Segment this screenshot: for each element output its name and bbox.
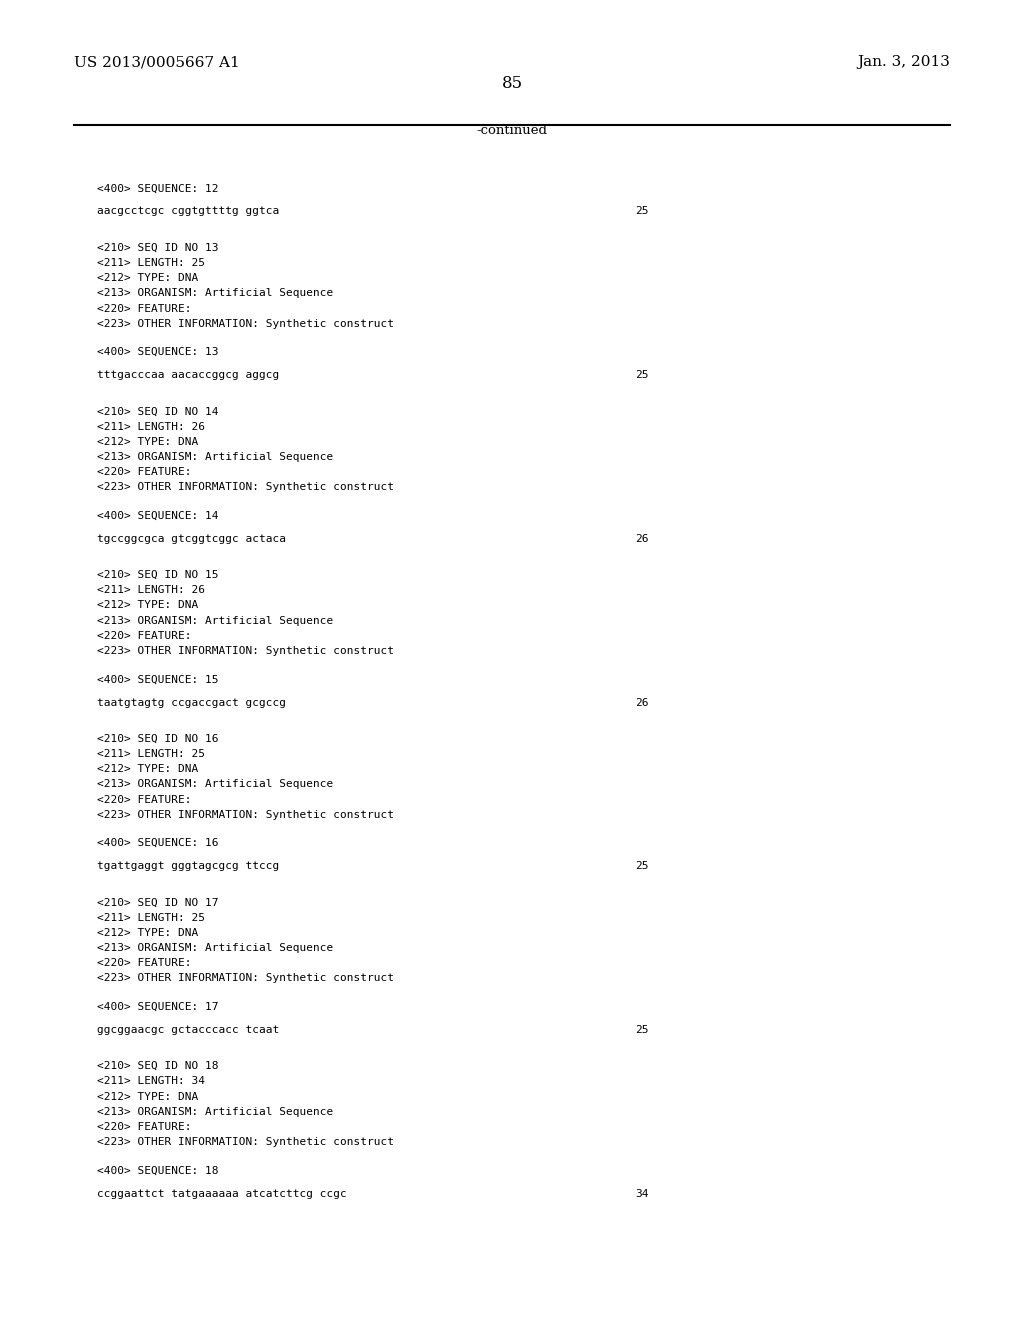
Text: <223> OTHER INFORMATION: Synthetic construct: <223> OTHER INFORMATION: Synthetic const… bbox=[97, 973, 394, 983]
Text: Jan. 3, 2013: Jan. 3, 2013 bbox=[857, 55, 950, 69]
Text: <212> TYPE: DNA: <212> TYPE: DNA bbox=[97, 437, 199, 446]
Text: 25: 25 bbox=[635, 370, 648, 380]
Text: <212> TYPE: DNA: <212> TYPE: DNA bbox=[97, 928, 199, 937]
Text: <223> OTHER INFORMATION: Synthetic construct: <223> OTHER INFORMATION: Synthetic const… bbox=[97, 1137, 394, 1147]
Text: <210> SEQ ID NO 14: <210> SEQ ID NO 14 bbox=[97, 407, 219, 417]
Text: <211> LENGTH: 34: <211> LENGTH: 34 bbox=[97, 1076, 205, 1086]
Text: tttgacccaa aacaccggcg aggcg: tttgacccaa aacaccggcg aggcg bbox=[97, 370, 280, 380]
Text: 26: 26 bbox=[635, 533, 648, 544]
Text: <220> FEATURE:: <220> FEATURE: bbox=[97, 958, 191, 969]
Text: <210> SEQ ID NO 15: <210> SEQ ID NO 15 bbox=[97, 570, 219, 581]
Text: <400> SEQUENCE: 13: <400> SEQUENCE: 13 bbox=[97, 347, 219, 356]
Text: <220> FEATURE:: <220> FEATURE: bbox=[97, 795, 191, 804]
Text: <223> OTHER INFORMATION: Synthetic construct: <223> OTHER INFORMATION: Synthetic const… bbox=[97, 318, 394, 329]
Text: <400> SEQUENCE: 14: <400> SEQUENCE: 14 bbox=[97, 511, 219, 520]
Text: <211> LENGTH: 25: <211> LENGTH: 25 bbox=[97, 912, 205, 923]
Text: <212> TYPE: DNA: <212> TYPE: DNA bbox=[97, 273, 199, 284]
Text: 25: 25 bbox=[635, 206, 648, 216]
Text: <211> LENGTH: 25: <211> LENGTH: 25 bbox=[97, 257, 205, 268]
Text: tgattgaggt gggtagcgcg ttccg: tgattgaggt gggtagcgcg ttccg bbox=[97, 861, 280, 871]
Text: <220> FEATURE:: <220> FEATURE: bbox=[97, 304, 191, 314]
Text: <223> OTHER INFORMATION: Synthetic construct: <223> OTHER INFORMATION: Synthetic const… bbox=[97, 645, 394, 656]
Text: <220> FEATURE:: <220> FEATURE: bbox=[97, 467, 191, 478]
Text: <210> SEQ ID NO 18: <210> SEQ ID NO 18 bbox=[97, 1061, 219, 1072]
Text: 34: 34 bbox=[635, 1188, 648, 1199]
Text: <223> OTHER INFORMATION: Synthetic construct: <223> OTHER INFORMATION: Synthetic const… bbox=[97, 482, 394, 492]
Text: <211> LENGTH: 26: <211> LENGTH: 26 bbox=[97, 421, 205, 432]
Text: <213> ORGANISM: Artificial Sequence: <213> ORGANISM: Artificial Sequence bbox=[97, 451, 334, 462]
Text: <213> ORGANISM: Artificial Sequence: <213> ORGANISM: Artificial Sequence bbox=[97, 1106, 334, 1117]
Text: ccggaattct tatgaaaaaa atcatcttcg ccgc: ccggaattct tatgaaaaaa atcatcttcg ccgc bbox=[97, 1188, 347, 1199]
Text: <212> TYPE: DNA: <212> TYPE: DNA bbox=[97, 1092, 199, 1101]
Text: <213> ORGANISM: Artificial Sequence: <213> ORGANISM: Artificial Sequence bbox=[97, 615, 334, 626]
Text: <212> TYPE: DNA: <212> TYPE: DNA bbox=[97, 601, 199, 610]
Text: <400> SEQUENCE: 16: <400> SEQUENCE: 16 bbox=[97, 838, 219, 849]
Text: 85: 85 bbox=[502, 75, 522, 91]
Text: <220> FEATURE:: <220> FEATURE: bbox=[97, 1122, 191, 1133]
Text: tgccggcgca gtcggtcggc actaca: tgccggcgca gtcggtcggc actaca bbox=[97, 533, 287, 544]
Text: aacgcctcgc cggtgttttg ggtca: aacgcctcgc cggtgttttg ggtca bbox=[97, 206, 280, 216]
Text: <211> LENGTH: 26: <211> LENGTH: 26 bbox=[97, 585, 205, 595]
Text: <213> ORGANISM: Artificial Sequence: <213> ORGANISM: Artificial Sequence bbox=[97, 942, 334, 953]
Text: <210> SEQ ID NO 16: <210> SEQ ID NO 16 bbox=[97, 734, 219, 744]
Text: <400> SEQUENCE: 18: <400> SEQUENCE: 18 bbox=[97, 1166, 219, 1175]
Text: 25: 25 bbox=[635, 1024, 648, 1035]
Text: <213> ORGANISM: Artificial Sequence: <213> ORGANISM: Artificial Sequence bbox=[97, 779, 334, 789]
Text: <213> ORGANISM: Artificial Sequence: <213> ORGANISM: Artificial Sequence bbox=[97, 288, 334, 298]
Text: <211> LENGTH: 25: <211> LENGTH: 25 bbox=[97, 748, 205, 759]
Text: 25: 25 bbox=[635, 861, 648, 871]
Text: ggcggaacgc gctacccacc tcaat: ggcggaacgc gctacccacc tcaat bbox=[97, 1024, 280, 1035]
Text: <212> TYPE: DNA: <212> TYPE: DNA bbox=[97, 764, 199, 774]
Text: <400> SEQUENCE: 17: <400> SEQUENCE: 17 bbox=[97, 1002, 219, 1011]
Text: <400> SEQUENCE: 15: <400> SEQUENCE: 15 bbox=[97, 675, 219, 685]
Text: US 2013/0005667 A1: US 2013/0005667 A1 bbox=[74, 55, 240, 69]
Text: 26: 26 bbox=[635, 697, 648, 708]
Text: -continued: -continued bbox=[476, 124, 548, 137]
Text: <220> FEATURE:: <220> FEATURE: bbox=[97, 631, 191, 642]
Text: <210> SEQ ID NO 13: <210> SEQ ID NO 13 bbox=[97, 243, 219, 253]
Text: <400> SEQUENCE: 12: <400> SEQUENCE: 12 bbox=[97, 183, 219, 193]
Text: <223> OTHER INFORMATION: Synthetic construct: <223> OTHER INFORMATION: Synthetic const… bbox=[97, 809, 394, 820]
Text: taatgtagtg ccgaccgact gcgccg: taatgtagtg ccgaccgact gcgccg bbox=[97, 697, 287, 708]
Text: <210> SEQ ID NO 17: <210> SEQ ID NO 17 bbox=[97, 898, 219, 908]
